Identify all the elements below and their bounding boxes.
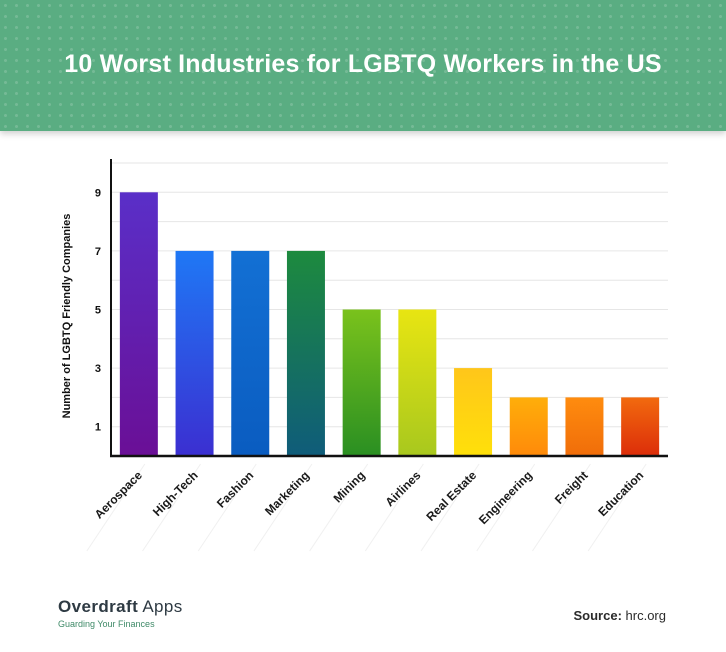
bar-airlines bbox=[398, 309, 437, 456]
y-tick-label: 7 bbox=[95, 246, 101, 258]
bar-engineering bbox=[509, 397, 548, 456]
x-tick-label: Real Estate bbox=[424, 468, 480, 524]
source-label: Source: bbox=[573, 608, 622, 623]
bar-mining bbox=[342, 309, 381, 456]
x-tick-label: Marketing bbox=[262, 468, 312, 518]
brand-name-second: Apps bbox=[142, 597, 183, 616]
bar-real-estate bbox=[454, 368, 493, 456]
x-tick-label: Aerospace bbox=[92, 468, 146, 522]
x-tick-label: Airlines bbox=[382, 468, 423, 509]
chart-title: 10 Worst Industries for LGBTQ Workers in… bbox=[64, 50, 662, 78]
label-guide bbox=[309, 463, 369, 552]
header-banner: 10 Worst Industries for LGBTQ Workers in… bbox=[0, 0, 726, 131]
label-guide bbox=[532, 463, 591, 552]
source-value: hrc.org bbox=[625, 608, 666, 623]
x-tick-label: Fashion bbox=[214, 468, 256, 510]
y-tick-label: 9 bbox=[95, 187, 101, 199]
y-tick-label: 3 bbox=[95, 363, 101, 375]
label-guide bbox=[364, 463, 424, 552]
brand-tagline: Guarding Your Finances bbox=[58, 619, 155, 629]
label-guide bbox=[253, 463, 313, 552]
label-guide bbox=[142, 463, 201, 552]
x-tick-label: Engineering bbox=[476, 468, 535, 527]
bar-aerospace bbox=[119, 192, 158, 457]
label-guide bbox=[197, 463, 257, 552]
x-tick-label: Mining bbox=[331, 468, 368, 505]
y-tick-label: 1 bbox=[95, 422, 101, 434]
label-guide bbox=[587, 463, 647, 552]
bar-high-tech bbox=[175, 250, 214, 456]
y-axis-label: Number of LGBTQ Friendly Companies bbox=[61, 214, 73, 419]
source-credit: Source: hrc.org bbox=[574, 608, 667, 623]
bar-education bbox=[621, 397, 660, 456]
bar-freight bbox=[565, 397, 604, 456]
x-tick-label: High-Tech bbox=[150, 468, 201, 519]
brand-name-first: Overdraft bbox=[58, 597, 139, 616]
label-guide bbox=[86, 463, 146, 552]
bar-chart: 1 3 5 7 9 Number of LGBTQ Friendly Companies A… bbox=[61, 159, 668, 552]
brand-logo: Overdraft Apps Guarding Your Finances bbox=[58, 597, 183, 629]
y-tick-label: 5 bbox=[95, 305, 101, 317]
label-guide bbox=[420, 463, 480, 552]
label-guide bbox=[476, 463, 536, 552]
x-tick-label: Freight bbox=[552, 468, 591, 507]
bar-fashion bbox=[231, 250, 270, 456]
x-tick-label: Education bbox=[595, 468, 646, 519]
bar-marketing bbox=[286, 250, 325, 456]
